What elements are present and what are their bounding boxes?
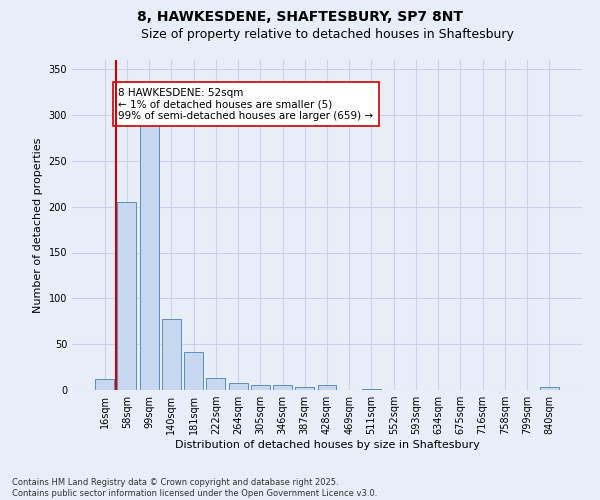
Text: Contains HM Land Registry data © Crown copyright and database right 2025.
Contai: Contains HM Land Registry data © Crown c… — [12, 478, 377, 498]
Text: 8 HAWKESDENE: 52sqm
← 1% of detached houses are smaller (5)
99% of semi-detached: 8 HAWKESDENE: 52sqm ← 1% of detached hou… — [118, 88, 374, 120]
Bar — [206, 378, 225, 390]
Title: Size of property relative to detached houses in Shaftesbury: Size of property relative to detached ho… — [140, 28, 514, 41]
Bar — [295, 387, 314, 390]
Bar — [140, 123, 158, 390]
Bar — [251, 384, 270, 390]
Bar — [184, 352, 203, 390]
Y-axis label: Number of detached properties: Number of detached properties — [33, 138, 43, 312]
Bar — [540, 387, 559, 390]
Bar — [118, 202, 136, 390]
Bar — [162, 318, 181, 390]
X-axis label: Distribution of detached houses by size in Shaftesbury: Distribution of detached houses by size … — [175, 440, 479, 450]
Bar — [362, 389, 381, 390]
Bar — [95, 379, 114, 390]
Bar — [273, 386, 292, 390]
Bar — [229, 382, 248, 390]
Text: 8, HAWKESDENE, SHAFTESBURY, SP7 8NT: 8, HAWKESDENE, SHAFTESBURY, SP7 8NT — [137, 10, 463, 24]
Bar — [317, 384, 337, 390]
